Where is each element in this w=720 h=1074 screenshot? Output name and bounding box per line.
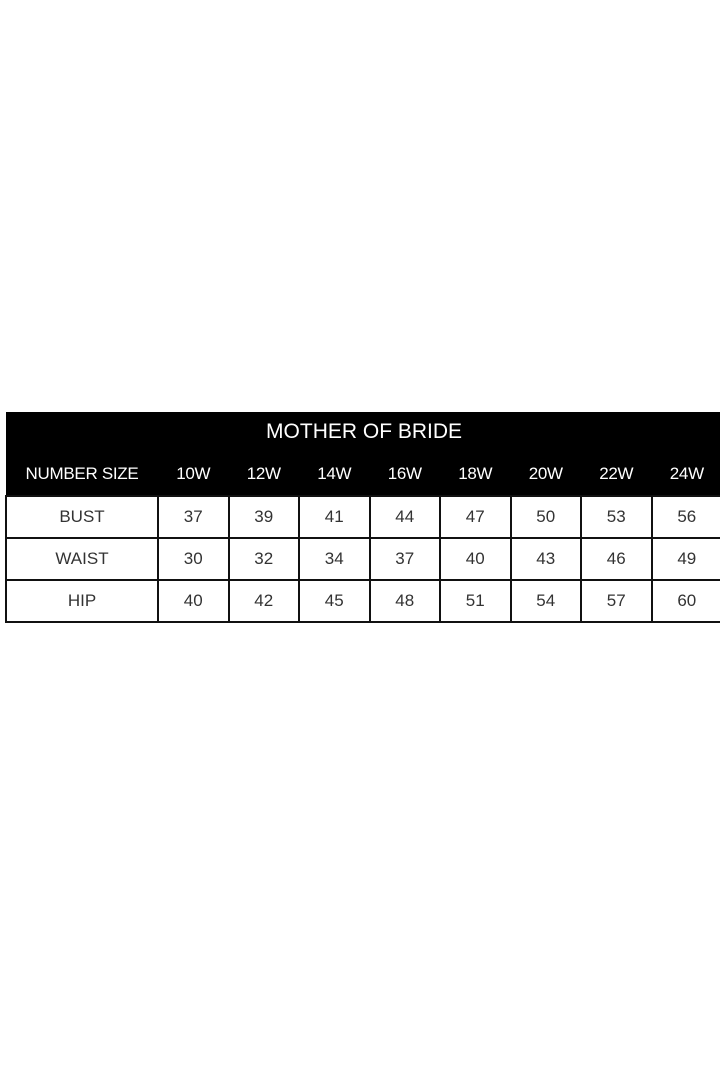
size-chart: MOTHER OF BRIDE NUMBER SIZE 10W 12W 14W 16W… [5, 412, 720, 623]
measurement-cell: 47 [439, 495, 512, 539]
measurement-cell: 53 [580, 495, 653, 539]
row-label: WAIST [5, 537, 159, 581]
measurement-cell: 32 [227, 537, 300, 581]
size-header: 12W [228, 452, 299, 496]
size-header: 24W [651, 452, 720, 496]
size-header: 14W [299, 452, 370, 496]
header-row: NUMBER SIZE 10W 12W 14W 16W 18W 20W 22W 24W [6, 452, 720, 496]
measurement-cell: 44 [368, 495, 441, 539]
measurement-cell: 46 [580, 537, 653, 581]
measurement-cell: 41 [298, 495, 371, 539]
measurement-cell: 54 [509, 579, 582, 623]
measurement-cell: 40 [439, 537, 512, 581]
measurement-cell: 50 [509, 495, 582, 539]
measurement-cell: 43 [509, 537, 582, 581]
table-row-bust: BUST 37 39 41 44 47 50 53 56 [5, 495, 720, 539]
measurement-cell: 37 [368, 537, 441, 581]
measurement-cell: 39 [227, 495, 300, 539]
measurement-cell: 37 [157, 495, 230, 539]
size-header: 10W [158, 452, 229, 496]
size-header: 16W [369, 452, 440, 496]
measurement-cell: 34 [298, 537, 371, 581]
size-header: 20W [510, 452, 581, 496]
table-row-hip: HIP 40 42 45 48 51 54 57 60 [5, 579, 720, 623]
measurement-cell: 45 [298, 579, 371, 623]
measurement-cell: 51 [439, 579, 512, 623]
size-table: MOTHER OF BRIDE NUMBER SIZE 10W 12W 14W 16W… [5, 412, 720, 623]
table-row-waist: WAIST 30 32 34 37 40 43 46 49 [5, 537, 720, 581]
row-label: BUST [5, 495, 159, 539]
measurement-cell: 42 [227, 579, 300, 623]
size-header: 18W [440, 452, 511, 496]
measurement-cell: 49 [650, 537, 720, 581]
measurement-cell: 56 [650, 495, 720, 539]
measurement-cell: 57 [580, 579, 653, 623]
measurement-cell: 48 [368, 579, 441, 623]
chart-title: MOTHER OF BRIDE [6, 412, 720, 452]
size-header: 22W [581, 452, 652, 496]
measurement-cell: 60 [650, 579, 720, 623]
title-row: MOTHER OF BRIDE [6, 412, 720, 452]
measurement-cell: 40 [157, 579, 230, 623]
header-label: NUMBER SIZE [6, 452, 158, 496]
measurement-cell: 30 [157, 537, 230, 581]
row-label: HIP [5, 579, 159, 623]
